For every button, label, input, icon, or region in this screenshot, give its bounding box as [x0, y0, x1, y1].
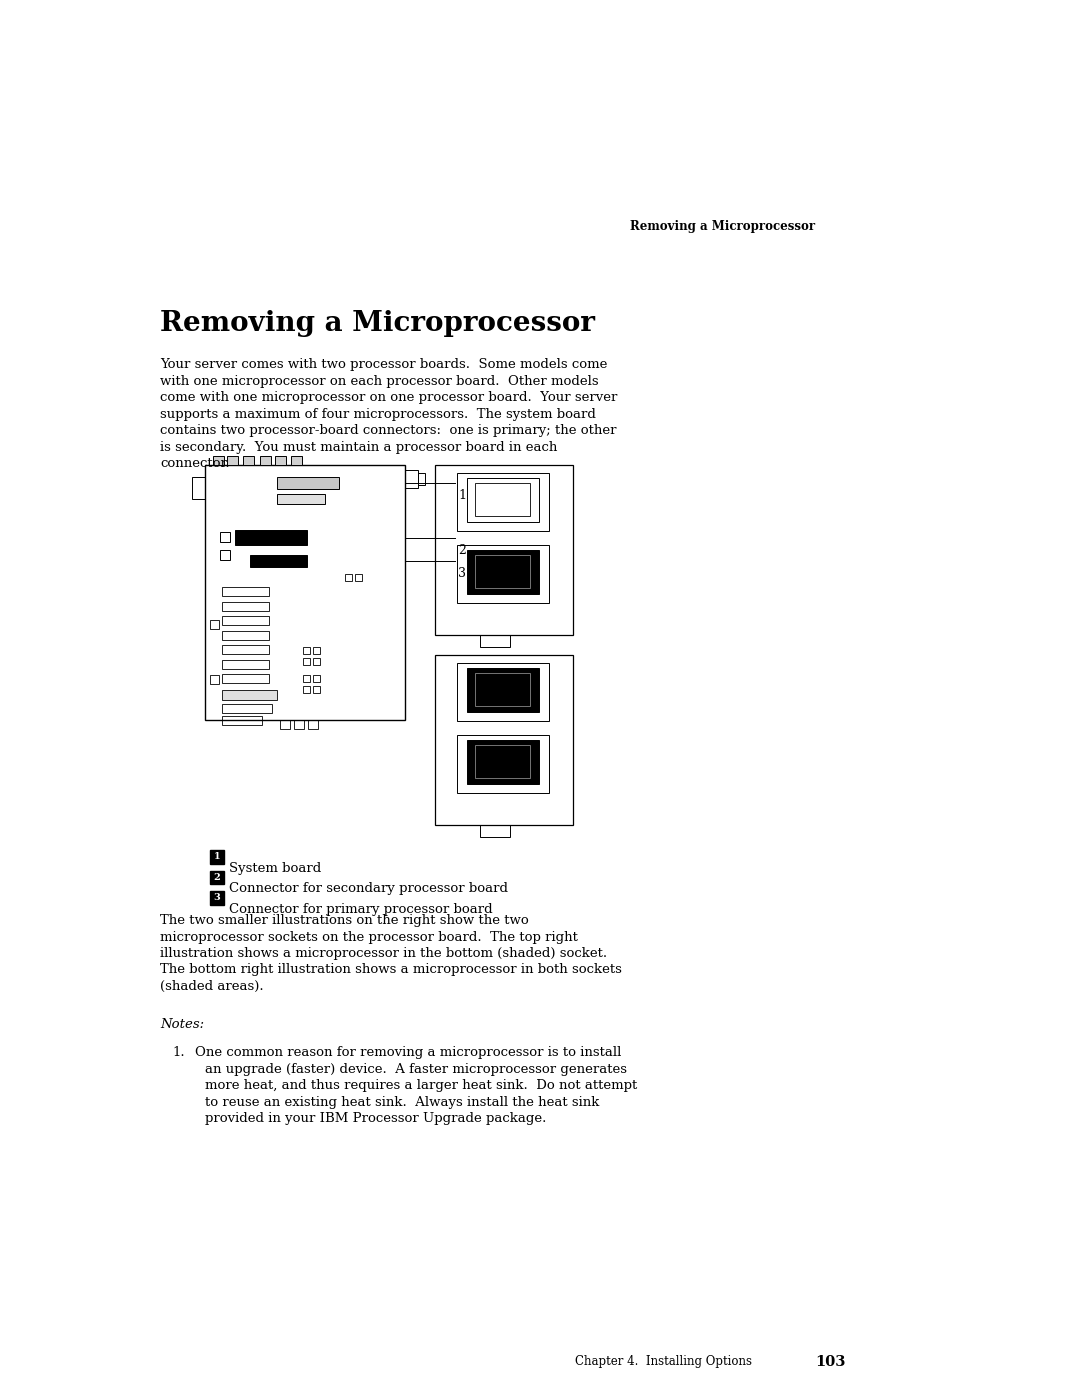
- Text: Removing a Microprocessor: Removing a Microprocessor: [630, 219, 815, 233]
- Text: Removing a Microprocessor: Removing a Microprocessor: [160, 310, 595, 337]
- Bar: [467, 478, 539, 522]
- Bar: [260, 455, 271, 465]
- Bar: [475, 745, 530, 778]
- Text: (shaded areas).: (shaded areas).: [160, 981, 264, 993]
- Bar: [222, 704, 272, 712]
- Bar: [280, 719, 291, 729]
- Text: Chapter 4.  Installing Options: Chapter 4. Installing Options: [575, 1355, 752, 1368]
- Bar: [222, 602, 269, 610]
- Bar: [457, 474, 549, 531]
- Bar: [291, 455, 302, 465]
- Text: with one microprocessor on each processor board.  Other models: with one microprocessor on each processo…: [160, 374, 598, 387]
- Text: an upgrade (faster) device.  A faster microprocessor generates: an upgrade (faster) device. A faster mic…: [205, 1063, 627, 1076]
- Text: is secondary.  You must maintain a processor board in each: is secondary. You must maintain a proces…: [160, 440, 557, 454]
- Bar: [249, 555, 307, 567]
- Text: 2: 2: [458, 543, 465, 556]
- Bar: [467, 550, 539, 594]
- Bar: [303, 647, 310, 654]
- Text: Your server comes with two processor boards.  Some models come: Your server comes with two processor boa…: [160, 358, 607, 372]
- Bar: [303, 675, 310, 682]
- Text: illustration shows a microprocessor in the bottom (shaded) socket.: illustration shows a microprocessor in t…: [160, 947, 607, 960]
- Bar: [313, 686, 320, 693]
- Bar: [276, 495, 325, 504]
- Bar: [243, 455, 254, 465]
- Text: provided in your IBM Processor Upgrade package.: provided in your IBM Processor Upgrade p…: [205, 1112, 546, 1126]
- Bar: [418, 474, 426, 485]
- Text: Connector for primary processor board: Connector for primary processor board: [229, 902, 492, 916]
- Bar: [303, 686, 310, 693]
- Bar: [480, 826, 510, 837]
- Bar: [475, 555, 530, 588]
- Bar: [294, 719, 303, 729]
- Text: come with one microprocessor on one processor board.  Your server: come with one microprocessor on one proc…: [160, 391, 618, 404]
- Bar: [222, 673, 269, 683]
- Bar: [435, 655, 573, 826]
- Bar: [313, 658, 320, 665]
- Bar: [345, 574, 352, 581]
- Bar: [222, 690, 276, 700]
- Bar: [313, 675, 320, 682]
- Text: One common reason for removing a microprocessor is to install: One common reason for removing a micropr…: [195, 1046, 621, 1059]
- Bar: [205, 465, 405, 719]
- Bar: [235, 529, 307, 545]
- Bar: [275, 455, 286, 465]
- Bar: [475, 673, 530, 705]
- Bar: [276, 476, 339, 489]
- Bar: [220, 550, 230, 560]
- Bar: [210, 891, 224, 904]
- Bar: [308, 719, 318, 729]
- Text: 1.: 1.: [172, 1046, 185, 1059]
- Bar: [222, 587, 269, 597]
- Text: 1: 1: [458, 489, 465, 502]
- Text: contains two processor-board connectors:  one is primary; the other: contains two processor-board connectors:…: [160, 425, 617, 437]
- Bar: [222, 645, 269, 654]
- Text: The bottom right illustration shows a microprocessor in both sockets: The bottom right illustration shows a mi…: [160, 964, 622, 977]
- Bar: [457, 664, 549, 721]
- Bar: [467, 740, 539, 784]
- Bar: [355, 574, 362, 581]
- Text: microprocessor sockets on the processor board.  The top right: microprocessor sockets on the processor …: [160, 930, 578, 943]
- Bar: [210, 849, 224, 863]
- Bar: [227, 455, 238, 465]
- Bar: [303, 658, 310, 665]
- Bar: [480, 636, 510, 647]
- Bar: [222, 616, 269, 624]
- Text: 3: 3: [458, 567, 465, 580]
- Text: to reuse an existing heat sink.  Always install the heat sink: to reuse an existing heat sink. Always i…: [205, 1097, 599, 1109]
- Bar: [435, 465, 573, 636]
- Text: more heat, and thus requires a larger heat sink.  Do not attempt: more heat, and thus requires a larger he…: [205, 1080, 637, 1092]
- Text: 1: 1: [214, 852, 220, 862]
- Text: connector.: connector.: [160, 457, 230, 469]
- Bar: [222, 659, 269, 669]
- Bar: [467, 668, 539, 712]
- Bar: [313, 647, 320, 654]
- Text: The two smaller illustrations on the right show the two: The two smaller illustrations on the rig…: [160, 914, 529, 928]
- Bar: [213, 455, 224, 465]
- Text: Notes:: Notes:: [160, 1018, 204, 1031]
- Bar: [210, 620, 219, 629]
- Bar: [475, 483, 530, 515]
- Bar: [405, 469, 418, 488]
- Bar: [220, 532, 230, 542]
- Text: 2: 2: [214, 873, 220, 882]
- Bar: [222, 717, 262, 725]
- Bar: [210, 870, 224, 884]
- Bar: [192, 476, 205, 499]
- Text: supports a maximum of four microprocessors.  The system board: supports a maximum of four microprocesso…: [160, 408, 596, 420]
- Bar: [210, 675, 219, 685]
- Text: 103: 103: [815, 1355, 846, 1369]
- Text: 3: 3: [214, 893, 220, 902]
- Bar: [222, 630, 269, 640]
- Bar: [457, 545, 549, 604]
- Text: System board: System board: [229, 862, 321, 875]
- Bar: [457, 735, 549, 793]
- Text: Connector for secondary processor board: Connector for secondary processor board: [229, 883, 508, 895]
